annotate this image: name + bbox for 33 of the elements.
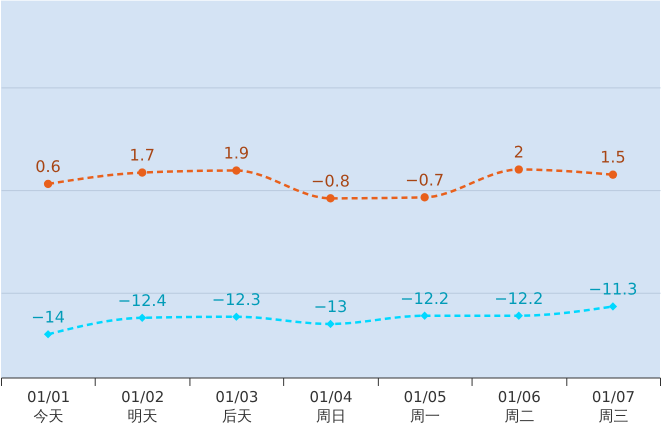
point	[608, 170, 618, 179]
x-tick-label: 01/02 明天	[121, 388, 164, 425]
data-label: 2	[514, 142, 524, 162]
point	[608, 302, 618, 311]
point	[138, 314, 146, 322]
x-tick-label: 01/03 后天	[215, 388, 258, 425]
point	[138, 168, 146, 177]
x-tick-label: 01/06 周二	[498, 388, 541, 425]
data-label: −14	[31, 307, 65, 326]
point	[514, 165, 523, 174]
data-label: −0.8	[311, 171, 350, 190]
data-label: −11.3	[588, 279, 638, 298]
data-label: 0.6	[35, 156, 61, 176]
data-label: −13	[314, 296, 348, 316]
point	[44, 330, 52, 338]
data-label: −12.4	[118, 290, 167, 310]
data-label: −12.2	[400, 288, 450, 308]
x-tick-label: 01/07 周三	[592, 388, 635, 425]
point	[514, 312, 523, 320]
point	[326, 194, 335, 202]
data-label: 1.7	[130, 146, 155, 165]
point	[420, 193, 429, 202]
point	[44, 180, 52, 188]
data-label: −12.2	[494, 288, 544, 308]
data-label: −0.7	[405, 170, 444, 190]
x-tick-label: 01/05 周一	[404, 388, 447, 425]
x-tick-label: 01/04 周日	[309, 388, 353, 425]
data-label: −12.3	[212, 290, 261, 309]
data-label: 1.9	[224, 144, 250, 163]
data-label: 1.5	[600, 148, 626, 167]
point	[326, 320, 335, 328]
x-tick-label: 01/01 今天	[27, 388, 70, 425]
point	[232, 166, 241, 175]
